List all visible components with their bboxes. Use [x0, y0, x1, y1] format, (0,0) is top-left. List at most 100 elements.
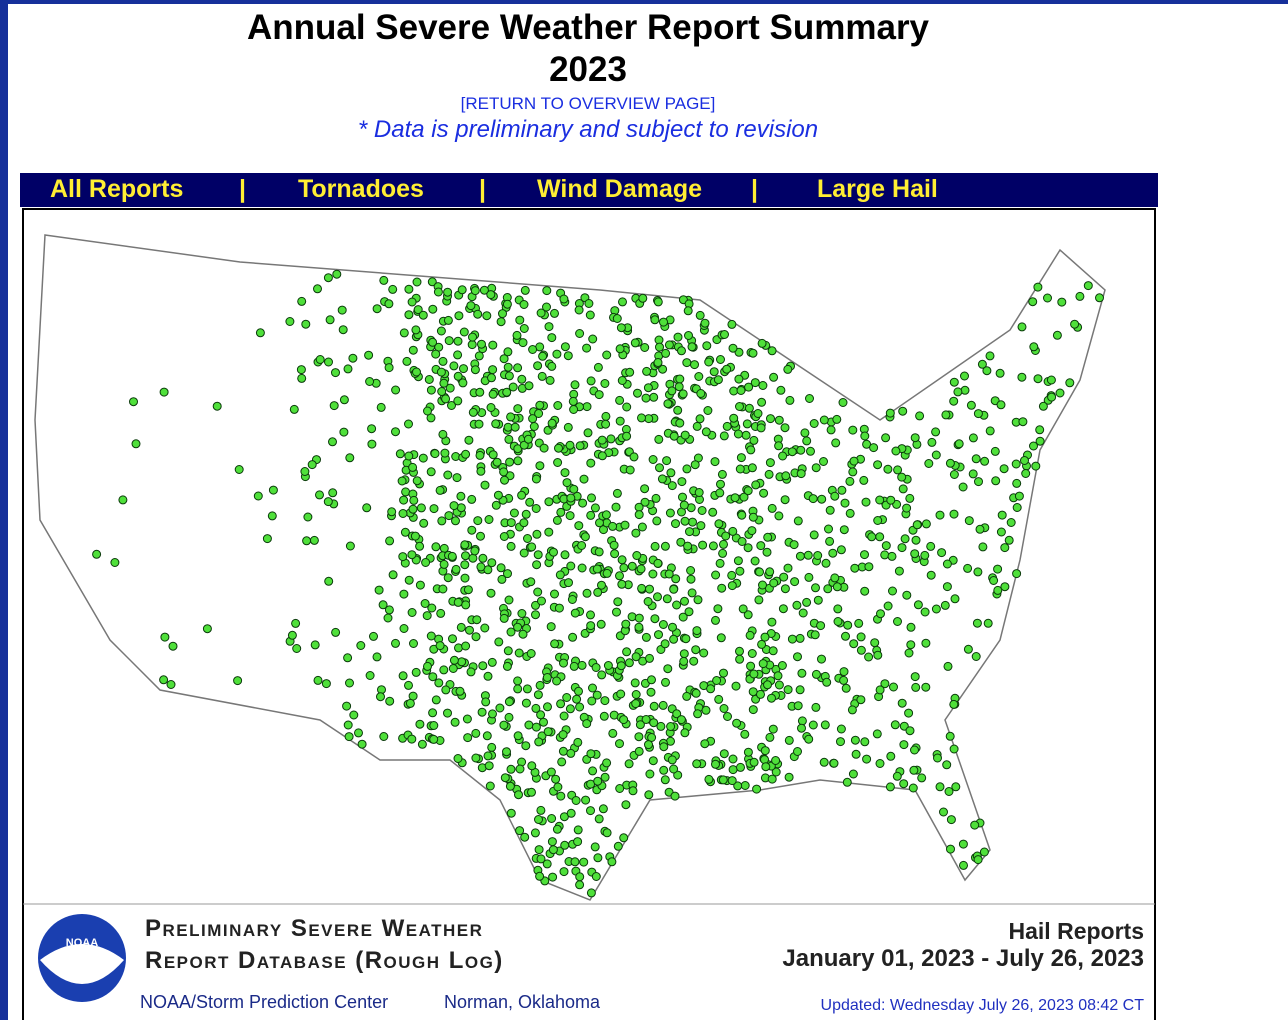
report-dot: [474, 351, 484, 361]
report-dot: [547, 333, 557, 343]
report-dot: [517, 374, 527, 384]
report-dot: [856, 695, 866, 705]
report-dot: [716, 479, 725, 489]
note: * Data is preliminary and subject to rev…: [357, 116, 819, 143]
report-dot: [597, 435, 607, 445]
report-dot: [819, 757, 829, 767]
report-dot: [624, 759, 634, 769]
report-dot: [468, 332, 477, 342]
report-dot: [757, 639, 767, 649]
report-dot: [950, 594, 960, 604]
report-dot: [457, 285, 467, 295]
report-dot: [508, 382, 518, 392]
report-dot: [714, 694, 724, 704]
report-dot: [617, 555, 627, 565]
report-dot: [873, 460, 883, 470]
report-dot: [968, 469, 978, 479]
report-dot: [505, 457, 515, 467]
report-dot: [737, 510, 747, 520]
report-dot: [841, 631, 850, 641]
report-dot: [613, 841, 623, 851]
report-dot: [740, 729, 750, 739]
report-dot: [735, 464, 745, 474]
report-dot: [663, 399, 673, 409]
report-dot: [323, 273, 333, 283]
report-dot: [457, 657, 467, 667]
report-dot: [684, 331, 693, 340]
report-dot: [586, 888, 596, 898]
report-dot: [581, 795, 591, 805]
report-dot: [526, 577, 536, 587]
report-dot: [535, 400, 545, 410]
report-dot: [754, 595, 764, 605]
nav-link[interactable]: Wind Damage: [537, 175, 703, 203]
date-range: January 01, 2023 - July 26, 2023: [782, 945, 1144, 972]
report-dot: [836, 545, 846, 555]
report-dot: [873, 650, 883, 660]
report-dot: [556, 791, 566, 801]
report-dot: [435, 641, 445, 651]
report-dot: [395, 449, 405, 459]
report-dot: [666, 468, 676, 478]
report-dot: [839, 675, 849, 685]
report-dot: [593, 853, 603, 863]
legend-line2: Report Database (Rough Log): [145, 947, 504, 974]
report-dot: [1083, 281, 1093, 291]
report-dot: [603, 661, 613, 670]
report-dot: [945, 731, 955, 741]
report-dot: [881, 541, 891, 551]
report-dot: [556, 699, 566, 709]
report-dot: [658, 700, 668, 710]
report-dot: [438, 584, 448, 594]
report-dot: [593, 776, 603, 786]
report-dot: [839, 525, 849, 535]
report-dot: [627, 612, 637, 622]
report-dot: [975, 524, 985, 534]
report-dot: [620, 520, 630, 530]
report-dot: [337, 305, 347, 315]
report-dot: [397, 476, 407, 486]
report-dot: [439, 378, 449, 388]
report-dot: [691, 645, 701, 655]
report-dot: [810, 630, 820, 640]
report-dot: [643, 597, 653, 606]
report-dot: [634, 746, 644, 756]
report-dot: [379, 275, 389, 285]
nav-link[interactable]: All Reports: [50, 175, 184, 203]
report-dot: [1035, 436, 1045, 446]
report-dot: [212, 401, 222, 411]
report-dot: [391, 385, 401, 395]
report-dot: [795, 551, 805, 561]
report-dot: [787, 447, 797, 457]
report-dot: [476, 531, 485, 541]
report-dot: [970, 820, 980, 830]
report-dot: [778, 604, 788, 614]
report-dot: [439, 559, 449, 569]
report-dot: [886, 495, 896, 505]
report-dot: [558, 746, 568, 756]
report-dot: [677, 477, 687, 487]
report-dot: [404, 451, 414, 461]
report-dot: [594, 547, 604, 557]
report-dot: [443, 470, 453, 480]
report-dot: [718, 775, 728, 785]
nav-link[interactable]: Large Hail: [817, 175, 938, 203]
report-dot: [436, 367, 446, 377]
overview-link[interactable]: [RETURN TO OVERVIEW PAGE]: [460, 94, 716, 113]
report-dot: [659, 765, 669, 775]
report-dot: [593, 362, 603, 372]
report-dot: [797, 723, 806, 733]
report-dot: [92, 549, 102, 559]
report-dot: [751, 480, 761, 490]
report-dot: [673, 405, 683, 415]
report-dot: [924, 459, 934, 468]
report-dot: [753, 409, 763, 418]
report-dot: [303, 512, 313, 522]
report-dot: [159, 387, 169, 397]
report-dot: [599, 711, 609, 721]
report-dot: [825, 536, 835, 546]
report-dot: [577, 541, 587, 550]
nav-link[interactable]: Tornadoes: [298, 175, 424, 203]
report-dot: [548, 872, 558, 882]
report-dot: [743, 747, 753, 757]
